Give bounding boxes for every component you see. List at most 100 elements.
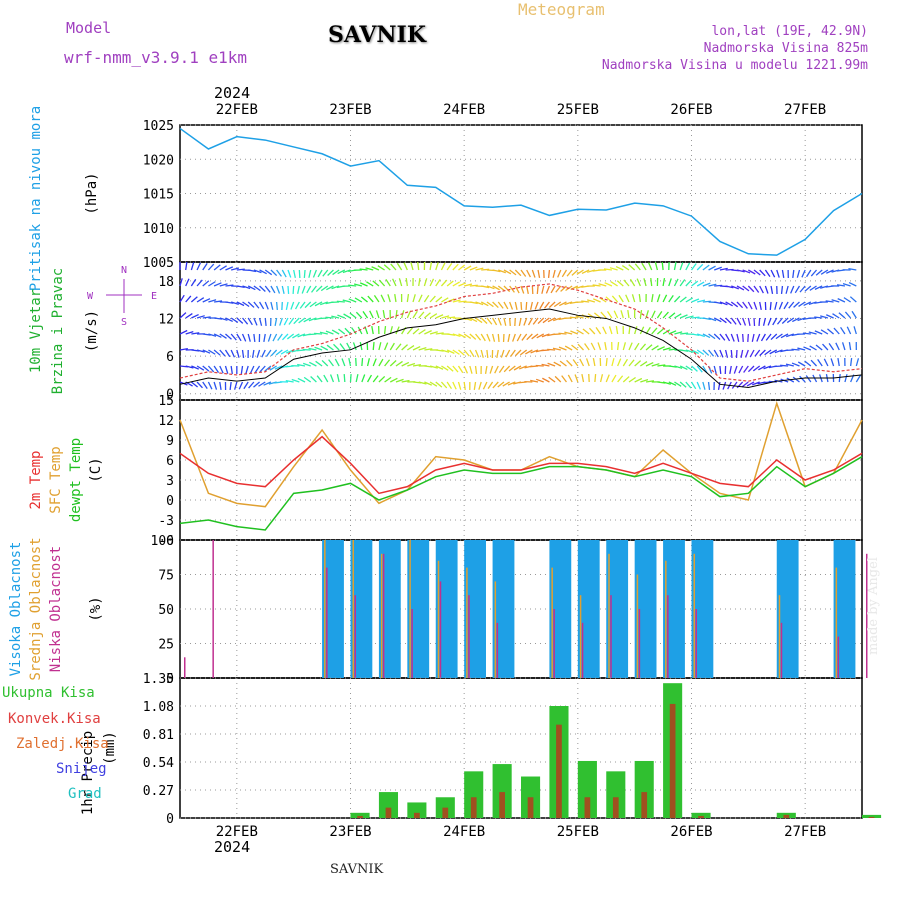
wind-arrow xyxy=(656,294,661,303)
wind-arrow xyxy=(791,348,800,351)
wind-arrow xyxy=(730,349,733,359)
wind-arrow xyxy=(529,301,534,310)
wind-arrow xyxy=(725,285,734,289)
wind-arrow xyxy=(320,301,328,306)
wind-arrow xyxy=(662,278,666,287)
wind-arrow xyxy=(841,342,846,351)
wind-arrow xyxy=(242,301,250,308)
wind-arrow xyxy=(679,365,688,370)
wind-arrow xyxy=(674,381,682,387)
wind-arrow xyxy=(719,349,724,358)
y-tick-label: 0 xyxy=(166,812,174,827)
wind-arrow xyxy=(651,293,654,303)
wind-arrow xyxy=(638,293,641,303)
wind-arrow xyxy=(491,333,496,342)
wind-arrow xyxy=(447,316,456,319)
wind-arrow xyxy=(696,263,704,271)
y-tick-label: 75 xyxy=(158,569,174,584)
wind-arrow xyxy=(835,342,840,351)
wind-arrow xyxy=(371,266,380,271)
wind-arrow xyxy=(285,301,289,310)
wind-arrow xyxy=(685,297,694,303)
wind-arrow xyxy=(265,349,272,357)
wind-arrow xyxy=(406,310,412,319)
wind-arrow xyxy=(348,358,352,367)
wind-arrow xyxy=(837,298,846,303)
wind-arrow xyxy=(680,332,689,335)
wind-arrow xyxy=(270,269,278,277)
wind-arrow xyxy=(264,301,269,310)
wind-arrow xyxy=(424,330,432,335)
wind-arrow xyxy=(306,285,312,294)
wind-arrow xyxy=(283,317,289,326)
wind-arrow xyxy=(786,333,795,338)
wind-arrow xyxy=(389,342,395,351)
wind-arrow xyxy=(293,269,296,278)
wind-arrow xyxy=(725,317,732,325)
wind-arrow xyxy=(639,309,643,319)
wind-arrow xyxy=(844,311,852,319)
wind-arrow xyxy=(758,365,766,371)
wind-arrow xyxy=(269,365,277,371)
wind-arrow xyxy=(822,343,829,351)
wind-arrow xyxy=(435,262,439,271)
wind-arrow xyxy=(736,301,744,309)
wind-arrow xyxy=(514,269,522,277)
wind-arrow xyxy=(354,297,363,303)
wind-arrow xyxy=(668,295,674,303)
wind-arrow xyxy=(384,359,391,367)
wind-arrow xyxy=(371,326,374,335)
wind-arrow xyxy=(622,342,627,351)
wind-arrow xyxy=(599,297,607,303)
wind-arrow xyxy=(503,317,507,326)
wind-arrow xyxy=(753,301,758,310)
wind-arrow xyxy=(575,285,584,290)
wind-arrow xyxy=(623,279,630,287)
wind-arrow xyxy=(560,285,567,292)
wind-arrow xyxy=(846,326,852,335)
wind-arrow xyxy=(661,261,664,271)
wind-arrow xyxy=(530,349,539,354)
wind-arrow xyxy=(292,285,295,295)
wind-arrow xyxy=(202,298,211,303)
wind-arrow xyxy=(236,268,245,271)
wind-arrow xyxy=(366,281,374,287)
wind-arrow xyxy=(338,328,346,335)
wind-arrow xyxy=(595,327,602,335)
wind-arrow xyxy=(746,381,755,387)
wind-arrow xyxy=(830,358,835,367)
wind-arrow xyxy=(713,317,722,323)
t2m-ylabel: 2m Temp xyxy=(28,450,44,509)
cloud-bar-2 xyxy=(638,609,641,678)
wind-arrow xyxy=(634,377,643,383)
wind-arrow xyxy=(584,343,590,351)
wind-arrow xyxy=(520,269,527,277)
dewpoint-line xyxy=(179,456,863,531)
cloud-bar-1 xyxy=(835,567,838,678)
wind-arrow xyxy=(602,326,607,335)
wind-arrow xyxy=(275,301,278,311)
wind-arrow xyxy=(298,269,301,279)
wind-arrow xyxy=(230,349,236,358)
wind-arrow xyxy=(799,375,806,383)
wind-arrow xyxy=(797,317,806,322)
wind-arrow xyxy=(518,317,522,326)
y-tick-label: 15 xyxy=(158,394,174,409)
wind-arrow xyxy=(742,285,750,292)
wind-arrow xyxy=(809,345,817,351)
wind-arrow xyxy=(613,310,619,319)
wind-arrow xyxy=(691,280,699,287)
wind-arrow xyxy=(772,317,778,326)
x-tick-top: 26FEB xyxy=(670,102,712,118)
wind-arrow xyxy=(541,285,545,294)
wind-arrow xyxy=(588,327,596,335)
wind-arrow xyxy=(219,333,227,339)
precip-bar-convective xyxy=(556,724,562,818)
wind-arrow xyxy=(764,269,771,277)
wind-arrow xyxy=(552,269,556,278)
wind-arrow xyxy=(240,365,244,375)
wind-arrow xyxy=(417,261,420,271)
precip-bar-total xyxy=(634,760,654,818)
wind-arrow xyxy=(319,317,328,320)
gust-line xyxy=(179,283,863,382)
